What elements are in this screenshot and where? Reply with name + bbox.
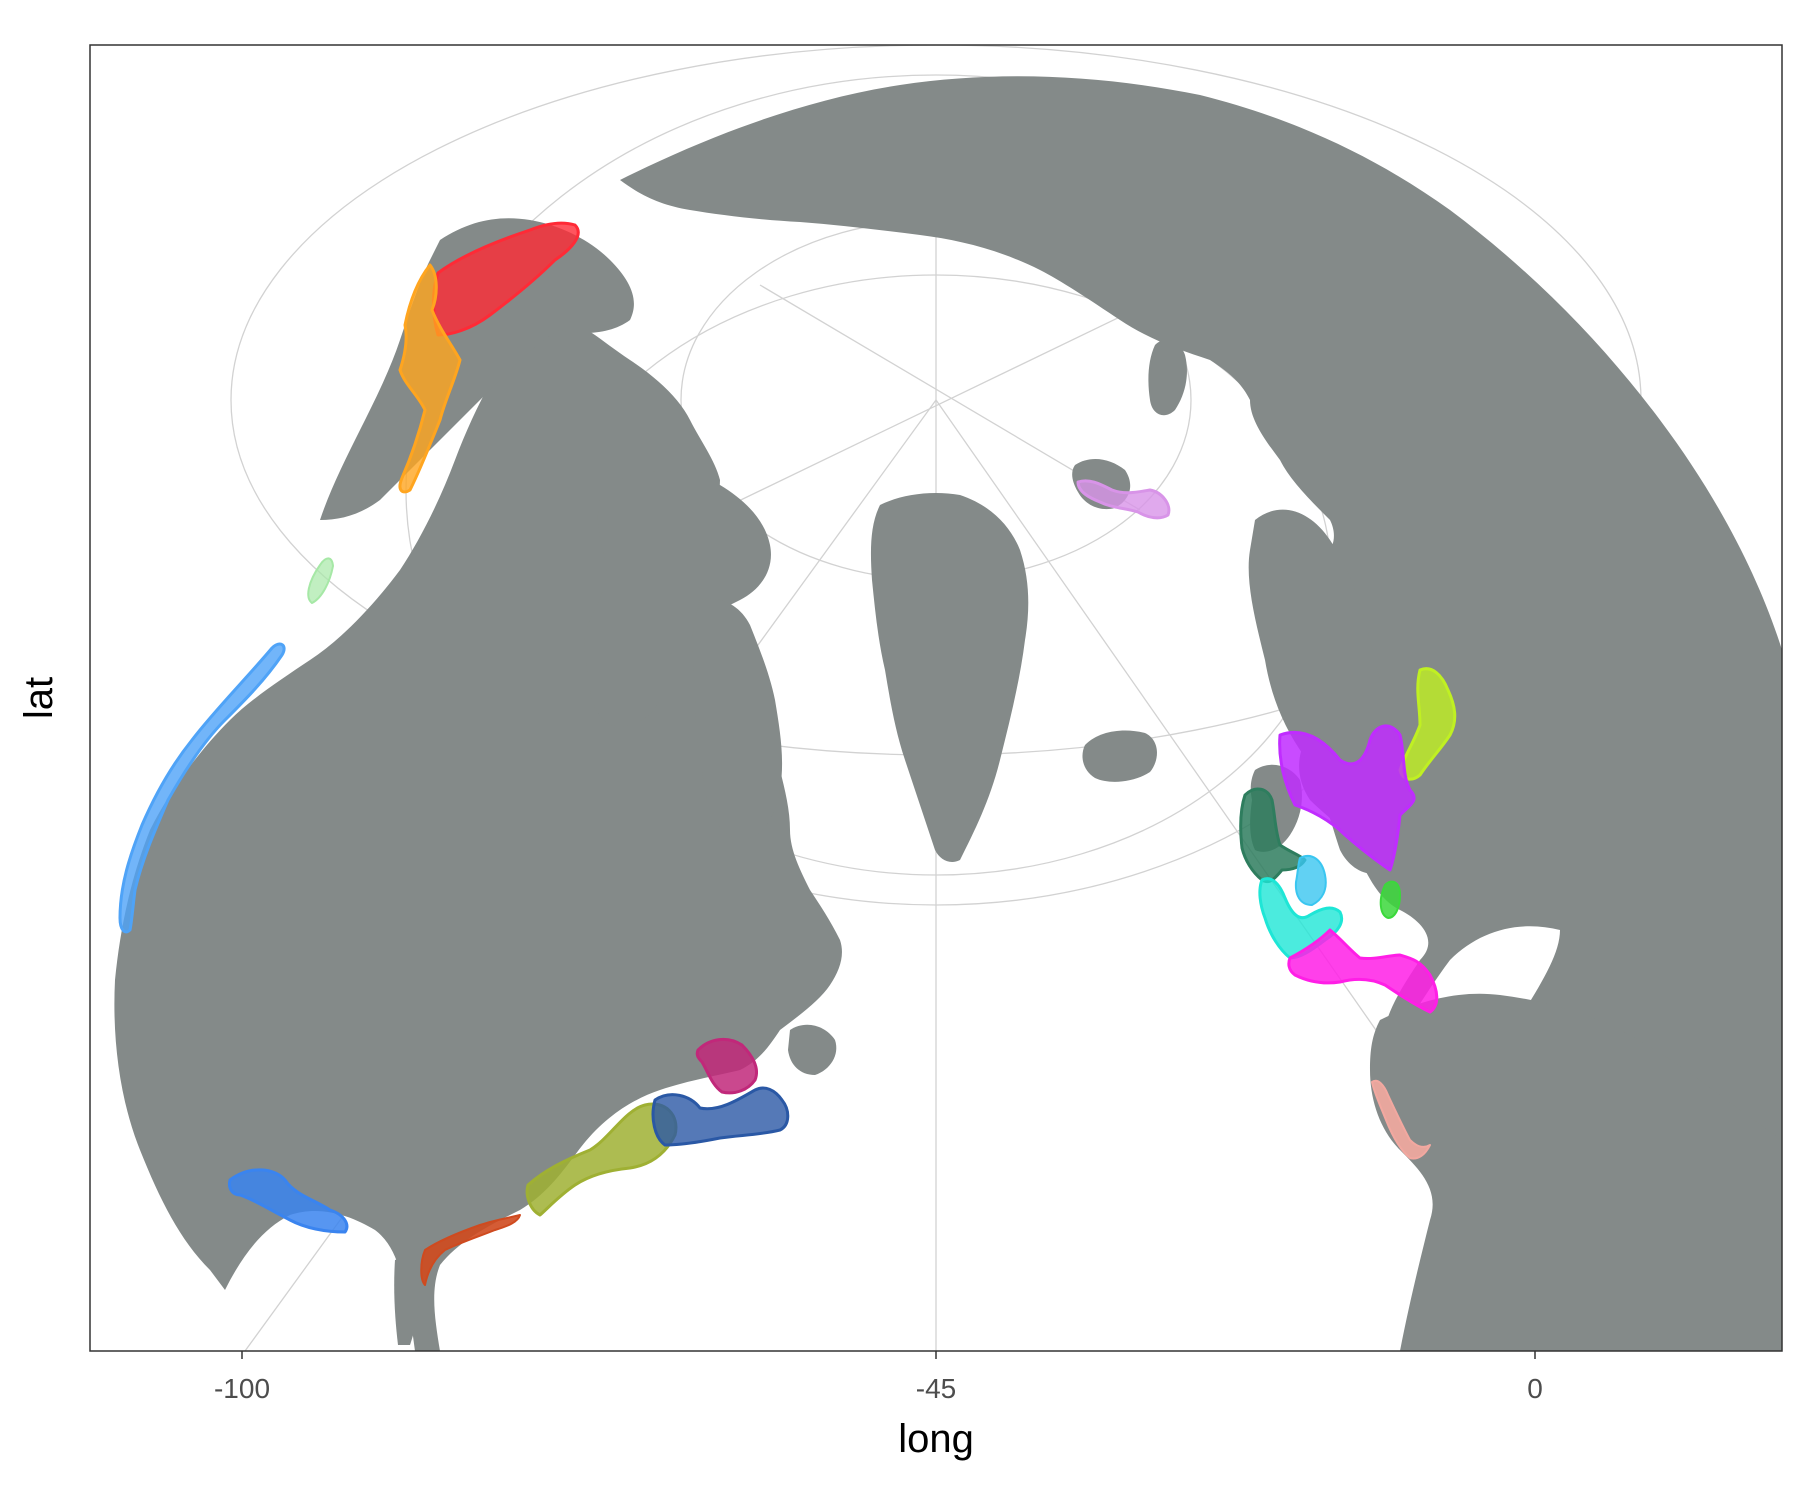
novaya-zemlya-land — [1148, 339, 1187, 416]
africa-land — [1370, 993, 1782, 1351]
region-english-channel — [1379, 880, 1401, 919]
region-us-northeast-shelf — [525, 1102, 678, 1217]
region-north-sea — [1278, 724, 1416, 872]
x-axis-title: long — [898, 1417, 974, 1461]
greenland-land — [870, 493, 1029, 862]
x-tick-label: 0 — [1527, 1373, 1543, 1404]
region-barents-sea — [1076, 479, 1171, 520]
alaska-land — [320, 218, 634, 520]
eurasia-land — [620, 76, 1782, 1351]
region-baltic-sea — [1398, 667, 1457, 781]
region-us-west-coast — [118, 642, 286, 934]
region-alaska-west — [398, 263, 462, 494]
region-celtic-sea — [1294, 855, 1327, 906]
x-axis: -100 -45 0 — [214, 1351, 1543, 1404]
region-scotian-shelf — [651, 1086, 790, 1147]
region-gulf-of-mexico — [228, 1168, 349, 1234]
x-tick-label: -100 — [214, 1373, 270, 1404]
y-axis-title: lat — [17, 677, 61, 719]
region-irish-sea — [1239, 787, 1307, 884]
region-canary-current — [1371, 1079, 1431, 1160]
region-gulf-st-lawrence — [695, 1037, 758, 1095]
region-bay-of-biscay-iberia — [1287, 928, 1439, 1014]
iceland-land — [1082, 730, 1157, 782]
land-masses — [114, 76, 1782, 1351]
region-us-southeast — [420, 1214, 521, 1286]
region-bc-coast — [307, 557, 334, 604]
florida-land — [394, 1259, 420, 1345]
regions — [118, 221, 1457, 1286]
arctic-archipelago-land — [584, 470, 771, 727]
graticule-meridian-135w — [719, 299, 1156, 511]
x-tick-label: -45 — [916, 1373, 956, 1404]
baffin-island-land — [692, 598, 783, 840]
newfoundland-land — [788, 1024, 837, 1075]
